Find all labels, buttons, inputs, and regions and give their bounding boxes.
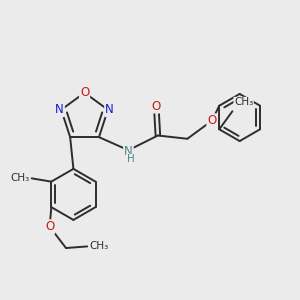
Text: CH₃: CH₃ — [89, 242, 108, 251]
Text: CH₃: CH₃ — [234, 98, 253, 107]
Text: O: O — [152, 100, 161, 112]
Text: N: N — [105, 103, 114, 116]
Text: CH₃: CH₃ — [11, 173, 30, 183]
Text: O: O — [207, 114, 217, 127]
Text: N: N — [124, 146, 133, 158]
Text: N: N — [55, 103, 64, 116]
Text: H: H — [127, 154, 134, 164]
Text: O: O — [45, 220, 54, 233]
Text: O: O — [80, 86, 89, 99]
